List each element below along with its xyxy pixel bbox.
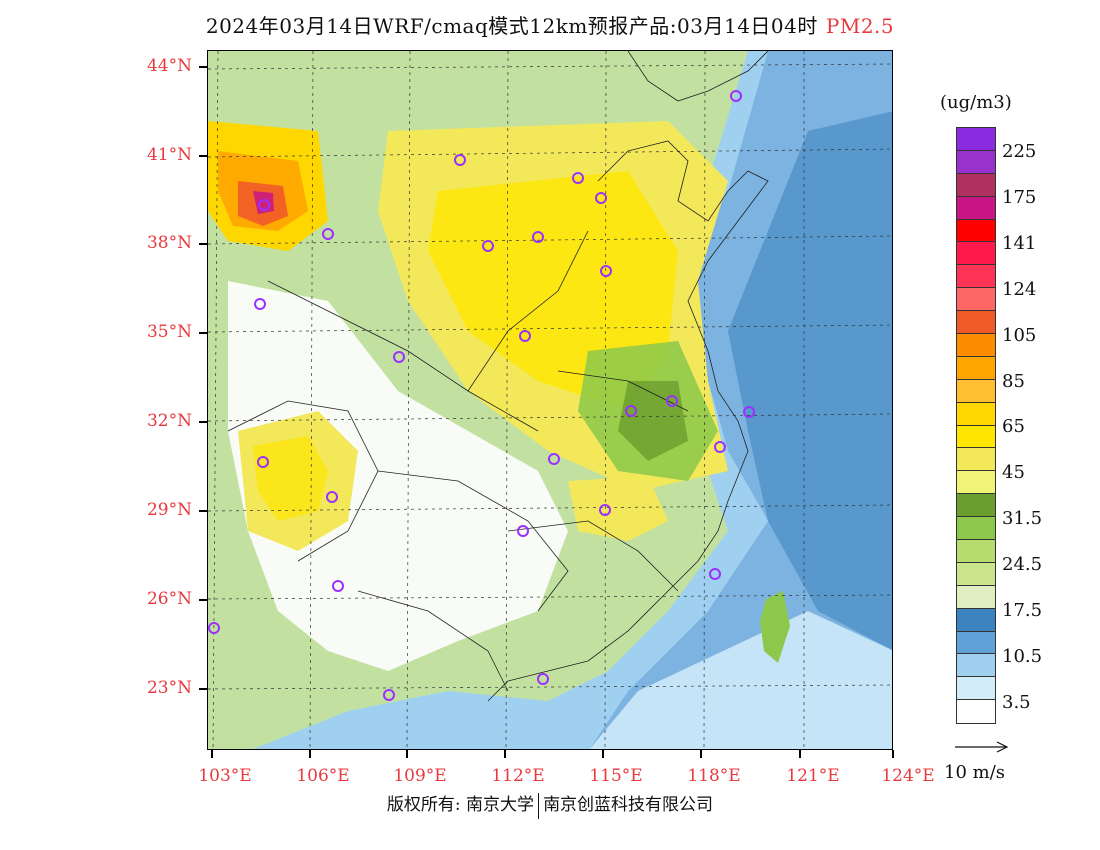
colorbar-swatch <box>957 448 995 472</box>
colorbar-swatch <box>957 334 995 357</box>
lat-tick <box>199 155 207 157</box>
lat-tick <box>199 66 207 68</box>
lon-label-112: 112°E <box>491 766 545 786</box>
lon-tick <box>211 750 213 758</box>
colorbar-swatch <box>957 677 995 701</box>
lon-tick <box>309 750 311 758</box>
colorbar-swatch <box>957 654 995 678</box>
colorbar-label: 3.5 <box>1002 692 1031 713</box>
lon-label-118: 118°E <box>687 766 741 786</box>
colorbar-swatch <box>957 585 995 609</box>
colorbar-label: 45 <box>1002 462 1025 483</box>
lon-label-109: 109°E <box>393 766 447 786</box>
lat-tick <box>199 510 207 512</box>
wind-reference-arrow-icon <box>955 741 1009 753</box>
colorbar-swatch <box>957 219 995 243</box>
colorbar-swatch <box>957 631 995 655</box>
lat-tick <box>199 421 207 423</box>
lat-label-26: 26°N <box>146 589 192 609</box>
colorbar-swatch <box>957 402 995 426</box>
colorbar-swatch <box>957 471 995 495</box>
lon-label-103: 103°E <box>198 766 252 786</box>
pollutant-label: PM2.5 <box>825 14 895 38</box>
lat-label-29: 29°N <box>146 500 192 520</box>
colorbar-swatch <box>957 540 995 563</box>
lat-label-38: 38°N <box>146 233 192 253</box>
lat-label-32: 32°N <box>146 411 192 431</box>
colorbar-label: 65 <box>1002 416 1025 437</box>
colorbar-swatch <box>957 150 995 174</box>
lon-label-115: 115°E <box>589 766 643 786</box>
map-field <box>208 51 892 749</box>
colorbar <box>956 127 996 725</box>
colorbar-swatch <box>957 288 995 312</box>
colorbar-label: 225 <box>1002 141 1037 162</box>
colorbar-label: 105 <box>1002 325 1037 346</box>
colorbar-swatch <box>957 242 995 266</box>
lon-tick <box>892 750 894 758</box>
lat-tick <box>199 599 207 601</box>
colorbar-label: 17.5 <box>1002 600 1043 621</box>
lat-label-35: 35°N <box>146 322 192 342</box>
lon-tick <box>406 750 408 758</box>
colorbar-swatch <box>957 196 995 220</box>
lat-label-23: 23°N <box>146 678 192 698</box>
colorbar-swatch <box>957 356 995 380</box>
colorbar-swatch <box>957 608 995 632</box>
colorbar-label: 85 <box>1002 371 1025 392</box>
colorbar-label: 10.5 <box>1002 646 1043 667</box>
copyright-footer: 版权所有: 南京大学 南京创蓝科技有限公司 <box>0 790 1100 819</box>
forecast-map <box>207 50 893 750</box>
colorbar-unit: (ug/m3) <box>940 92 1012 113</box>
copyright-right: 南京创蓝科技有限公司 <box>543 795 714 815</box>
colorbar-label: 175 <box>1002 187 1037 208</box>
colorbar-swatch <box>957 700 995 724</box>
lon-tick <box>700 750 702 758</box>
lat-tick <box>199 688 207 690</box>
lon-tick <box>799 750 801 758</box>
lon-label-106: 106°E <box>296 766 350 786</box>
colorbar-swatch <box>957 265 995 289</box>
colorbar-swatch <box>957 425 995 449</box>
map-title-main: 2024年03月14日WRF/cmaq模式12km预报产品:03月14日04时 <box>205 14 818 38</box>
lat-label-44: 44°N <box>146 56 192 76</box>
footer-divider <box>538 792 540 819</box>
map-title: 2024年03月14日WRF/cmaq模式12km预报产品:03月14日04时 P… <box>0 10 1100 39</box>
copyright-left: 版权所有: 南京大学 <box>386 795 535 815</box>
lon-label-124: 124°E <box>881 766 935 786</box>
lat-tick <box>199 332 207 334</box>
lon-tick <box>504 750 506 758</box>
colorbar-swatch <box>957 128 995 151</box>
lat-label-41: 41°N <box>146 145 192 165</box>
colorbar-swatch <box>957 562 995 586</box>
colorbar-swatch <box>957 494 995 518</box>
lat-tick <box>199 243 207 245</box>
colorbar-label: 124 <box>1002 279 1037 300</box>
colorbar-swatch <box>957 517 995 541</box>
lon-label-121: 121°E <box>786 766 840 786</box>
colorbar-label: 24.5 <box>1002 554 1043 575</box>
lon-tick <box>602 750 604 758</box>
colorbar-swatch <box>957 173 995 197</box>
colorbar-label: 141 <box>1002 233 1037 254</box>
wind-reference-label: 10 m/s <box>944 762 1005 783</box>
colorbar-swatch <box>957 379 995 403</box>
colorbar-label: 31.5 <box>1002 508 1043 529</box>
colorbar-swatch <box>957 311 995 335</box>
